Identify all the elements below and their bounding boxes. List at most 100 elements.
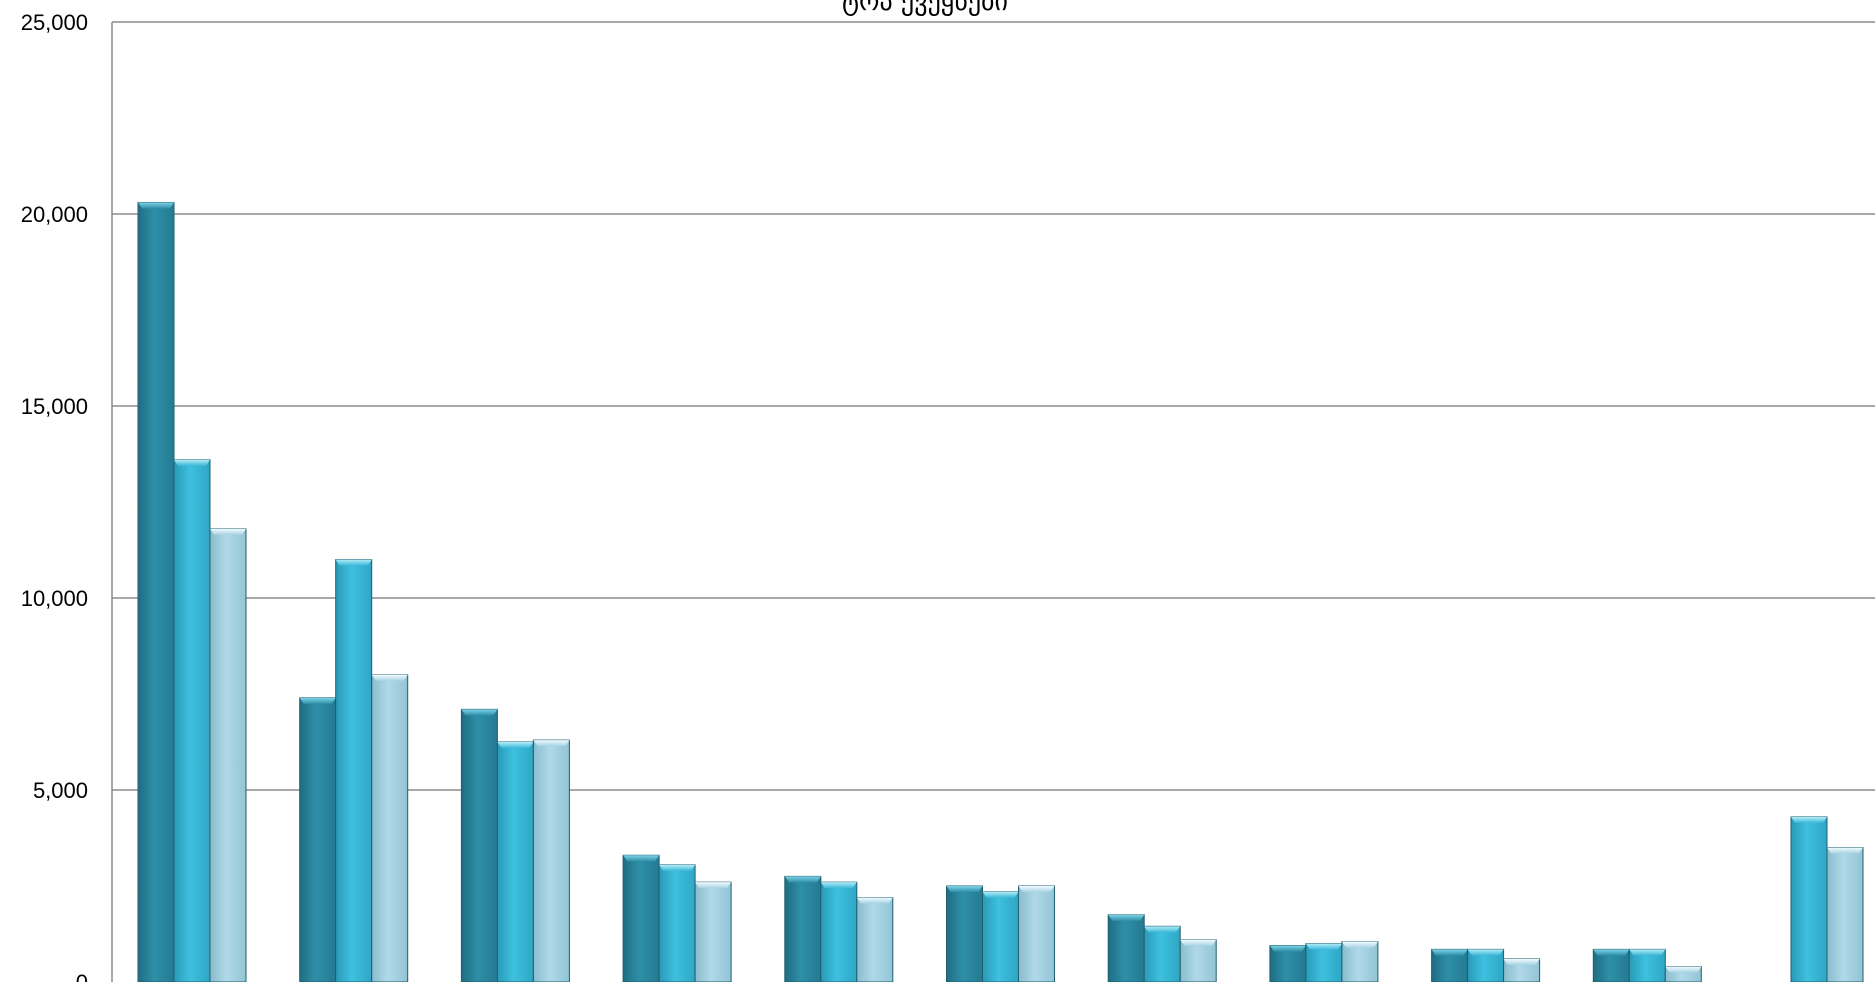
bar-body [299, 697, 337, 983]
bar-body [371, 674, 409, 983]
y-tick-label: 20,000 [21, 202, 88, 227]
bar-body [335, 559, 373, 983]
bar [856, 897, 894, 983]
bar [1592, 948, 1630, 983]
bar-cap [820, 882, 857, 889]
bar-cap [174, 459, 210, 466]
bar-group [299, 559, 409, 983]
bar [946, 885, 983, 983]
bar-body [209, 528, 247, 983]
bar-cap [1108, 914, 1145, 921]
bar-cap [784, 876, 821, 883]
bar [1305, 943, 1343, 983]
bar [371, 674, 409, 983]
bar-group [1431, 948, 1541, 983]
bar-cap [138, 202, 174, 209]
bar-body [784, 875, 822, 983]
bar-group [460, 708, 570, 983]
bar [1143, 925, 1181, 983]
y-tick-label: 0 [76, 970, 88, 982]
bar [1431, 948, 1469, 983]
bar [1664, 966, 1702, 983]
bar-group [1790, 816, 1864, 983]
bar-cap [1503, 958, 1540, 965]
bar-body [622, 854, 660, 983]
bar-cap [497, 742, 534, 748]
bar [694, 881, 732, 983]
bar-cap [299, 697, 336, 704]
bar-body [1826, 847, 1864, 983]
bar-body [946, 885, 983, 983]
bar-body [1790, 816, 1828, 983]
bar-cap [1341, 941, 1378, 948]
bar-cap [946, 886, 983, 892]
bar [173, 459, 211, 983]
bar [532, 739, 570, 983]
bar-group [137, 201, 247, 983]
bar-group [1269, 941, 1379, 983]
bar-body [460, 708, 498, 983]
bar-cap [533, 740, 570, 747]
bar-group [1592, 948, 1702, 983]
bar [1107, 914, 1145, 983]
bar-body [532, 739, 570, 983]
bar-cap [210, 528, 246, 535]
bar [209, 528, 247, 983]
bar-body [820, 881, 858, 983]
bar-body [694, 881, 732, 983]
bar-body [1179, 939, 1217, 983]
bar-cap [695, 882, 732, 889]
bar-cap [1467, 949, 1504, 956]
bar-body [982, 891, 1019, 983]
bar-cap [1018, 886, 1055, 892]
bar-body [856, 897, 894, 983]
bar-cap [1827, 847, 1863, 854]
bar-cap [1305, 943, 1342, 950]
bar-cap [982, 891, 1019, 898]
bar [335, 559, 373, 983]
bar-cap [1144, 926, 1181, 933]
bar [1503, 958, 1541, 983]
bar-group [784, 875, 894, 983]
bar-body [496, 741, 534, 983]
bar-cap [1180, 939, 1217, 946]
bar [658, 864, 696, 983]
y-tick-label: 5,000 [33, 778, 88, 803]
bar [460, 708, 498, 983]
y-tick-label: 15,000 [21, 394, 88, 419]
bar [1467, 948, 1505, 983]
y-tick-label: 25,000 [21, 10, 88, 35]
bar [1826, 847, 1864, 983]
bar-body [137, 201, 175, 983]
bar [1628, 948, 1666, 983]
bar [622, 854, 660, 983]
bar-cap [371, 674, 408, 681]
bars [137, 201, 1864, 983]
bar [1018, 885, 1055, 983]
bar-group [622, 854, 732, 983]
bar-cap [1791, 816, 1827, 823]
bar-body [1143, 925, 1181, 983]
bar-cap [856, 897, 893, 904]
bar-cap [1431, 949, 1468, 956]
bar [1341, 941, 1379, 983]
chart-title: ტოპ ქვეყნები [842, 0, 1008, 17]
bar-body [1018, 885, 1055, 983]
bar-cap [1593, 949, 1630, 956]
bar-cap [659, 864, 696, 871]
bar-cap [623, 855, 660, 862]
y-tick-label: 10,000 [21, 586, 88, 611]
bar-cap [461, 709, 498, 716]
bar-body [1107, 914, 1145, 983]
bar-group [946, 885, 1055, 983]
bar [299, 697, 337, 983]
bar-cap [1665, 966, 1702, 973]
bar [820, 881, 858, 983]
bar-cap [1629, 949, 1666, 956]
y-tick-labels: 0 5,000 10,000 15,000 20,000 25,000 [21, 10, 88, 987]
bar [1790, 816, 1828, 983]
bar [496, 741, 534, 983]
bar [784, 875, 822, 983]
